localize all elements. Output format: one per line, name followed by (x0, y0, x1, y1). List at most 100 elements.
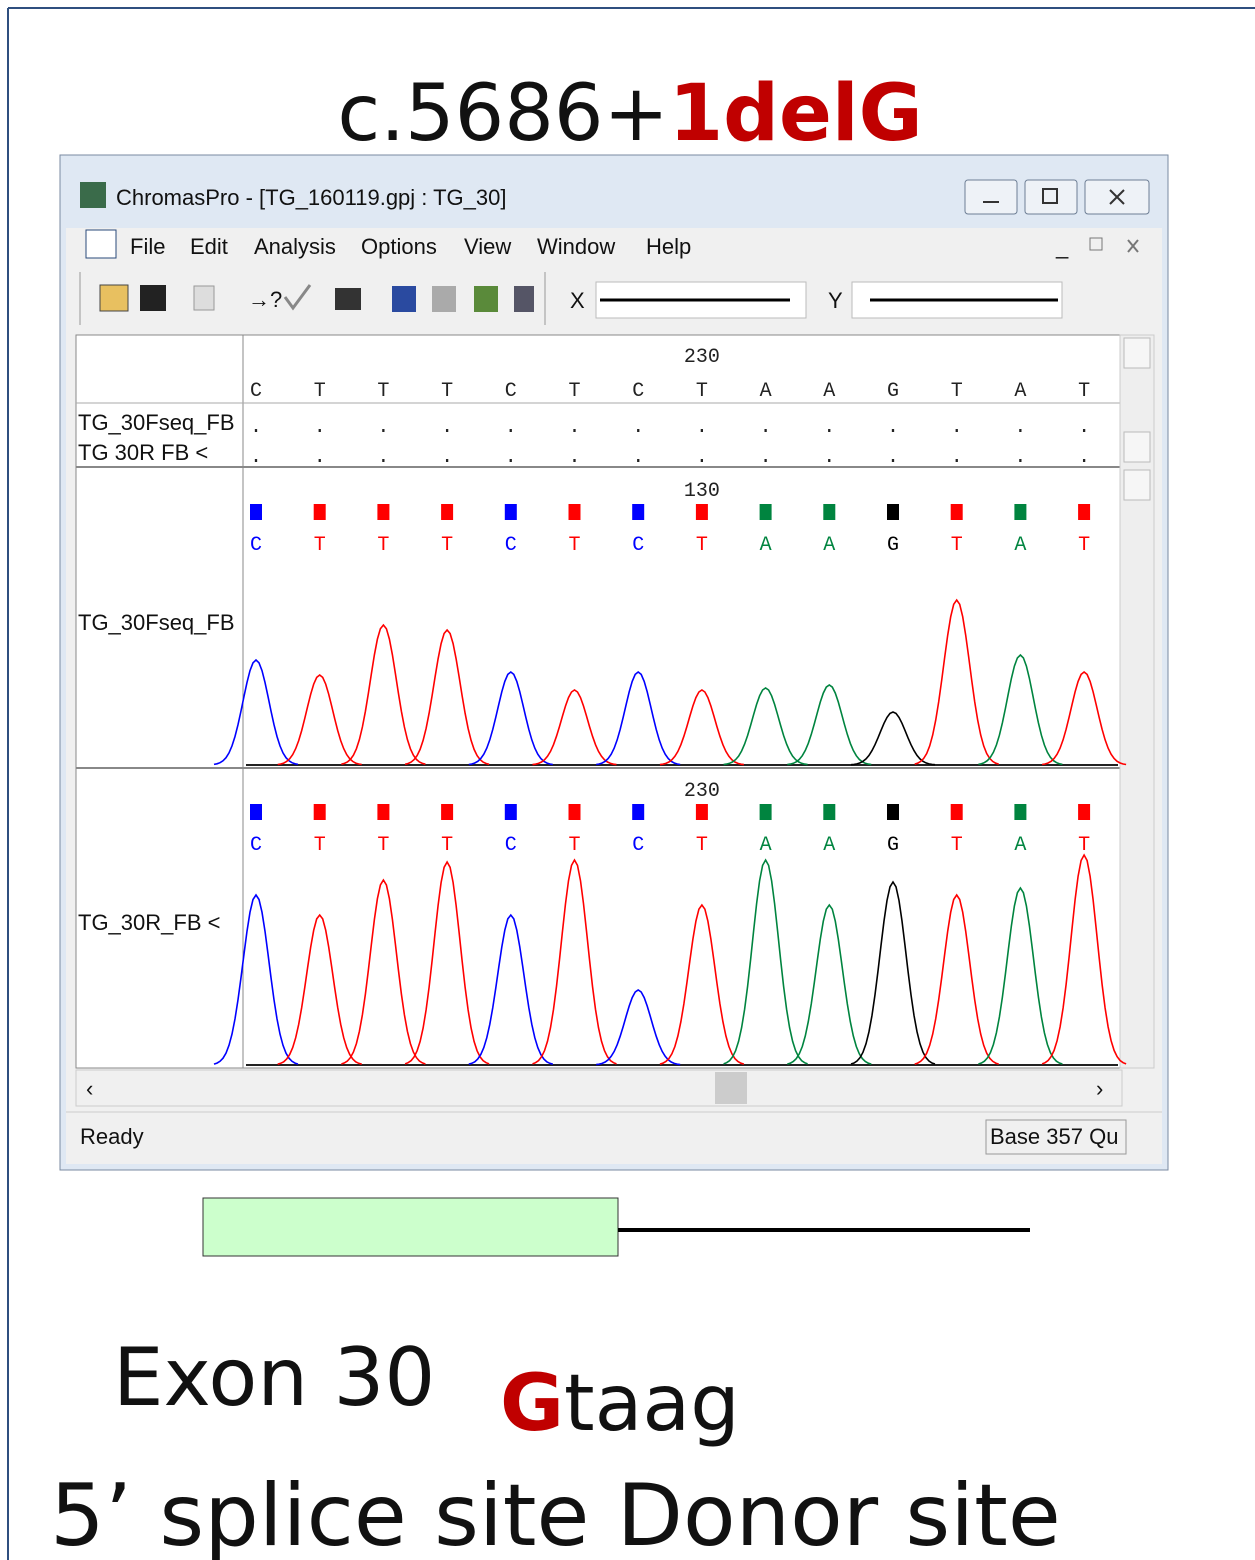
x-zoom-label: X (570, 288, 585, 313)
menu-item[interactable]: Analysis (254, 234, 336, 259)
scroll-thumb[interactable] (715, 1072, 747, 1104)
consensus-base: C (250, 380, 262, 403)
scroll-left[interactable]: ‹ (86, 1076, 93, 1101)
menu-item[interactable]: Window (537, 234, 615, 259)
match-dot: . (951, 446, 963, 469)
align-button[interactable] (392, 286, 416, 312)
consensus-base: G (887, 380, 899, 403)
match-dot: . (568, 416, 580, 439)
maximize-button[interactable] (1025, 180, 1077, 214)
trace-base: A (760, 534, 772, 557)
menu-item[interactable]: Options (361, 234, 437, 259)
match-dot: . (951, 416, 963, 439)
match-dot: . (887, 416, 899, 439)
trace-base: T (696, 834, 708, 857)
quality-marker (569, 504, 581, 520)
match-dot: . (696, 416, 708, 439)
menu-bar: File Edit Analysis Options View Window Help (130, 234, 691, 259)
row-name: TG_30Fseq_FB (78, 410, 235, 435)
doc-icon (86, 230, 116, 258)
seq-highlight: G (500, 1359, 564, 1449)
position-label: 130 (684, 480, 720, 503)
match-dot: . (250, 416, 262, 439)
quality-marker (1014, 504, 1026, 520)
trace-base: A (1014, 534, 1026, 557)
tool-button[interactable] (474, 286, 498, 312)
menu-item[interactable]: File (130, 234, 165, 259)
trace-base: G (887, 834, 899, 857)
quality-marker (632, 504, 644, 520)
trace-base: T (951, 534, 963, 557)
trace-base: C (632, 534, 644, 557)
trace-base: G (887, 534, 899, 557)
trace-base: T (696, 534, 708, 557)
trace-base: C (632, 834, 644, 857)
quality-marker (314, 804, 326, 820)
quality-marker (377, 504, 389, 520)
splice-sequence: Gtaag (500, 1359, 740, 1449)
match-dot: . (441, 446, 453, 469)
save-button[interactable] (140, 285, 166, 311)
match-dot: . (314, 446, 326, 469)
trace-name: TG_30R_FB < (78, 910, 220, 935)
trace-base: T (441, 534, 453, 557)
menu-item[interactable]: Edit (190, 234, 228, 259)
trace-base: T (441, 834, 453, 857)
copy-button[interactable] (194, 286, 214, 310)
open-button[interactable] (100, 285, 128, 311)
trace-base: T (568, 834, 580, 857)
trace-base: T (1078, 534, 1090, 557)
trace-base: T (377, 534, 389, 557)
menu-item[interactable]: View (464, 234, 511, 259)
trace-base: T (377, 834, 389, 857)
scroll-up[interactable] (1124, 470, 1150, 500)
match-dot: . (632, 446, 644, 469)
match-dot: . (887, 446, 899, 469)
mdi-minimize[interactable]: _ (1055, 234, 1069, 259)
trace-name: TG_30Fseq_FB (78, 610, 235, 635)
quality-marker (377, 804, 389, 820)
next-button[interactable]: →? (248, 287, 282, 312)
row-name: TG 30R FB < (78, 440, 208, 465)
consensus-base: A (760, 380, 772, 403)
scroll-down[interactable] (1124, 432, 1150, 462)
trace-base: T (314, 834, 326, 857)
quality-marker (1078, 504, 1090, 520)
alignment-view (76, 335, 1120, 1068)
match-dot: . (823, 446, 835, 469)
position-label: 230 (684, 346, 720, 369)
consensus-base: T (951, 380, 963, 403)
consensus-base: T (1078, 380, 1090, 403)
quality-marker (314, 504, 326, 520)
quality-marker (696, 504, 708, 520)
minimize-button[interactable] (965, 180, 1017, 214)
title-highlight: 1delG (669, 69, 923, 159)
match-dot: . (314, 416, 326, 439)
trace-base: T (951, 834, 963, 857)
window-title: ChromasPro - [TG_160119.gpj : TG_30] (116, 185, 507, 210)
consensus-base: C (505, 380, 517, 403)
trace-base: A (1014, 834, 1026, 857)
quality-marker (760, 804, 772, 820)
match-dot: . (823, 416, 835, 439)
slide: c.5686+1delG ChromasPro - [TG_160119.gpj… (0, 0, 1255, 1560)
consensus-base: T (314, 380, 326, 403)
quality-marker (1078, 804, 1090, 820)
app-icon (80, 182, 106, 208)
scroll-right[interactable]: › (1096, 1076, 1103, 1101)
horizontal-scrollbar[interactable] (76, 1070, 1122, 1106)
y-zoom-label: Y (828, 288, 843, 313)
find-button[interactable] (335, 288, 361, 310)
quality-marker (505, 504, 517, 520)
match-dot: . (250, 446, 262, 469)
assemble-button[interactable] (432, 286, 456, 312)
trace-base: A (823, 834, 835, 857)
quality-marker (1014, 804, 1026, 820)
match-dot: . (505, 446, 517, 469)
quality-marker (250, 504, 262, 520)
quality-marker (887, 804, 899, 820)
menu-item[interactable]: Help (646, 234, 691, 259)
slide-title: c.5686+1delG (337, 69, 922, 159)
tool-button[interactable] (514, 286, 534, 312)
scroll-up[interactable] (1124, 338, 1150, 368)
